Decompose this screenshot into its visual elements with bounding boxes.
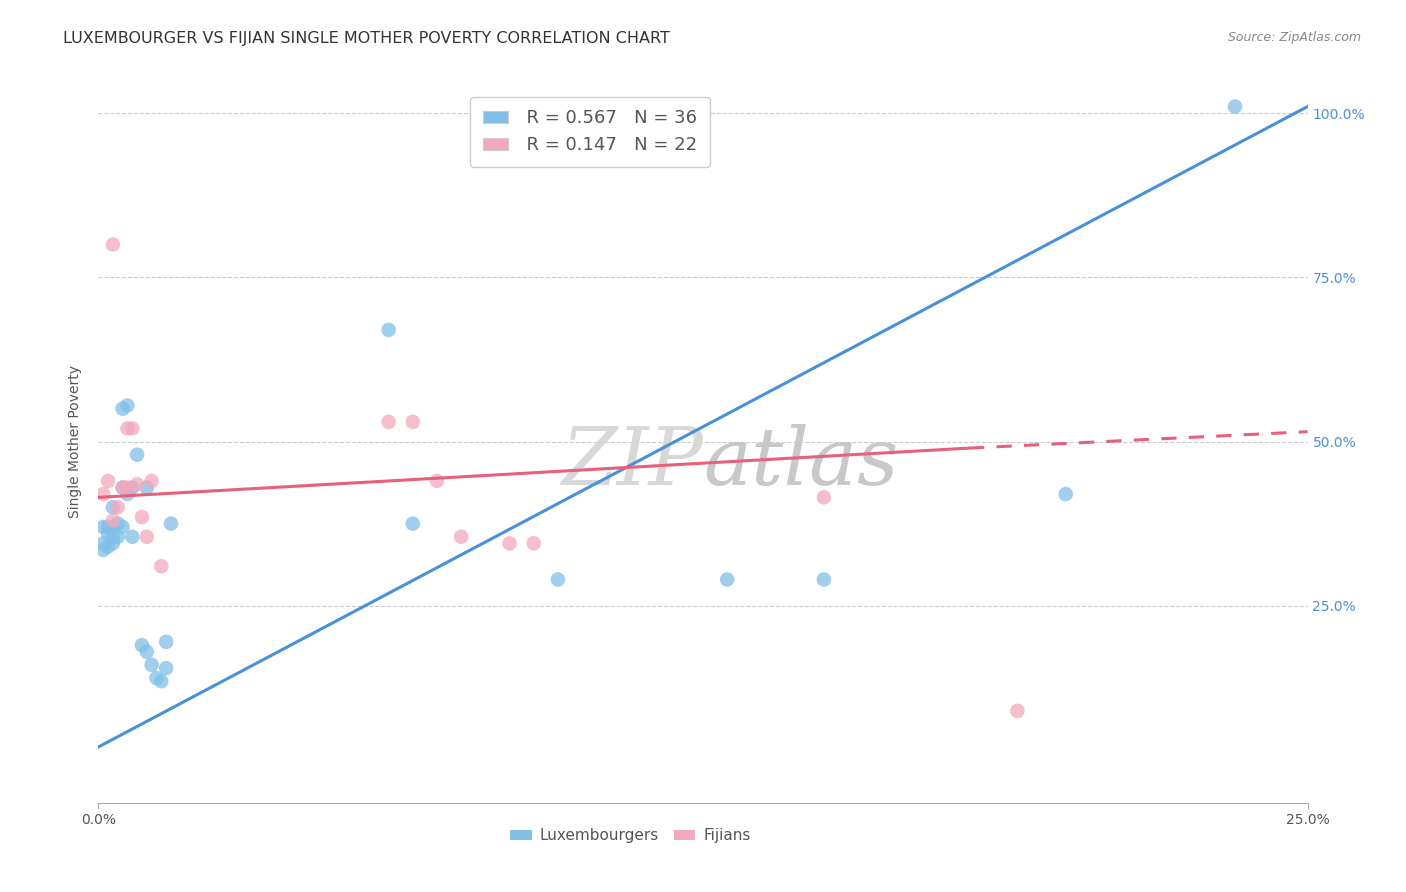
Point bbox=[131, 510, 153, 524]
Point bbox=[150, 559, 173, 574]
Point bbox=[107, 530, 129, 544]
Point bbox=[117, 487, 139, 501]
Point bbox=[145, 671, 167, 685]
Point bbox=[97, 526, 120, 541]
Point bbox=[402, 415, 425, 429]
Point bbox=[111, 520, 134, 534]
Point bbox=[1223, 99, 1246, 113]
Point bbox=[97, 540, 120, 554]
Point bbox=[127, 448, 149, 462]
Point bbox=[97, 520, 120, 534]
Point bbox=[101, 237, 124, 252]
Point bbox=[813, 573, 835, 587]
Point bbox=[121, 421, 143, 435]
Point bbox=[111, 481, 134, 495]
Point bbox=[101, 513, 124, 527]
Point bbox=[97, 474, 120, 488]
Point bbox=[121, 481, 143, 495]
Point bbox=[160, 516, 183, 531]
Point bbox=[523, 536, 546, 550]
Point bbox=[155, 635, 177, 649]
Text: Source: ZipAtlas.com: Source: ZipAtlas.com bbox=[1227, 31, 1361, 45]
Point bbox=[135, 645, 157, 659]
Point bbox=[91, 536, 114, 550]
Text: atlas: atlas bbox=[703, 425, 898, 502]
Point bbox=[450, 530, 472, 544]
Point bbox=[101, 536, 124, 550]
Point bbox=[117, 421, 139, 435]
Y-axis label: Single Mother Poverty: Single Mother Poverty bbox=[69, 365, 83, 518]
Point bbox=[135, 481, 157, 495]
Point bbox=[101, 500, 124, 515]
Point bbox=[91, 487, 114, 501]
Point bbox=[377, 323, 399, 337]
Point bbox=[121, 530, 143, 544]
Point bbox=[91, 520, 114, 534]
Point bbox=[101, 530, 124, 544]
Point bbox=[135, 530, 157, 544]
Point bbox=[150, 674, 173, 689]
Point bbox=[111, 401, 134, 416]
Point bbox=[426, 474, 449, 488]
Point bbox=[155, 661, 177, 675]
Point bbox=[402, 516, 425, 531]
Point bbox=[107, 500, 129, 515]
Point bbox=[91, 542, 114, 557]
Point bbox=[1054, 487, 1077, 501]
Legend: Luxembourgers, Fijians: Luxembourgers, Fijians bbox=[505, 822, 756, 849]
Point bbox=[141, 657, 163, 672]
Point bbox=[101, 520, 124, 534]
Point bbox=[377, 415, 399, 429]
Point bbox=[117, 481, 139, 495]
Point bbox=[127, 477, 149, 491]
Point bbox=[498, 536, 520, 550]
Point bbox=[716, 573, 738, 587]
Point bbox=[547, 573, 569, 587]
Point bbox=[813, 491, 835, 505]
Text: LUXEMBOURGER VS FIJIAN SINGLE MOTHER POVERTY CORRELATION CHART: LUXEMBOURGER VS FIJIAN SINGLE MOTHER POV… bbox=[63, 31, 671, 46]
Point bbox=[107, 516, 129, 531]
Point bbox=[1007, 704, 1029, 718]
Point bbox=[131, 638, 153, 652]
Point bbox=[141, 474, 163, 488]
Text: ZIP: ZIP bbox=[561, 425, 703, 502]
Point bbox=[117, 398, 139, 412]
Point bbox=[111, 481, 134, 495]
